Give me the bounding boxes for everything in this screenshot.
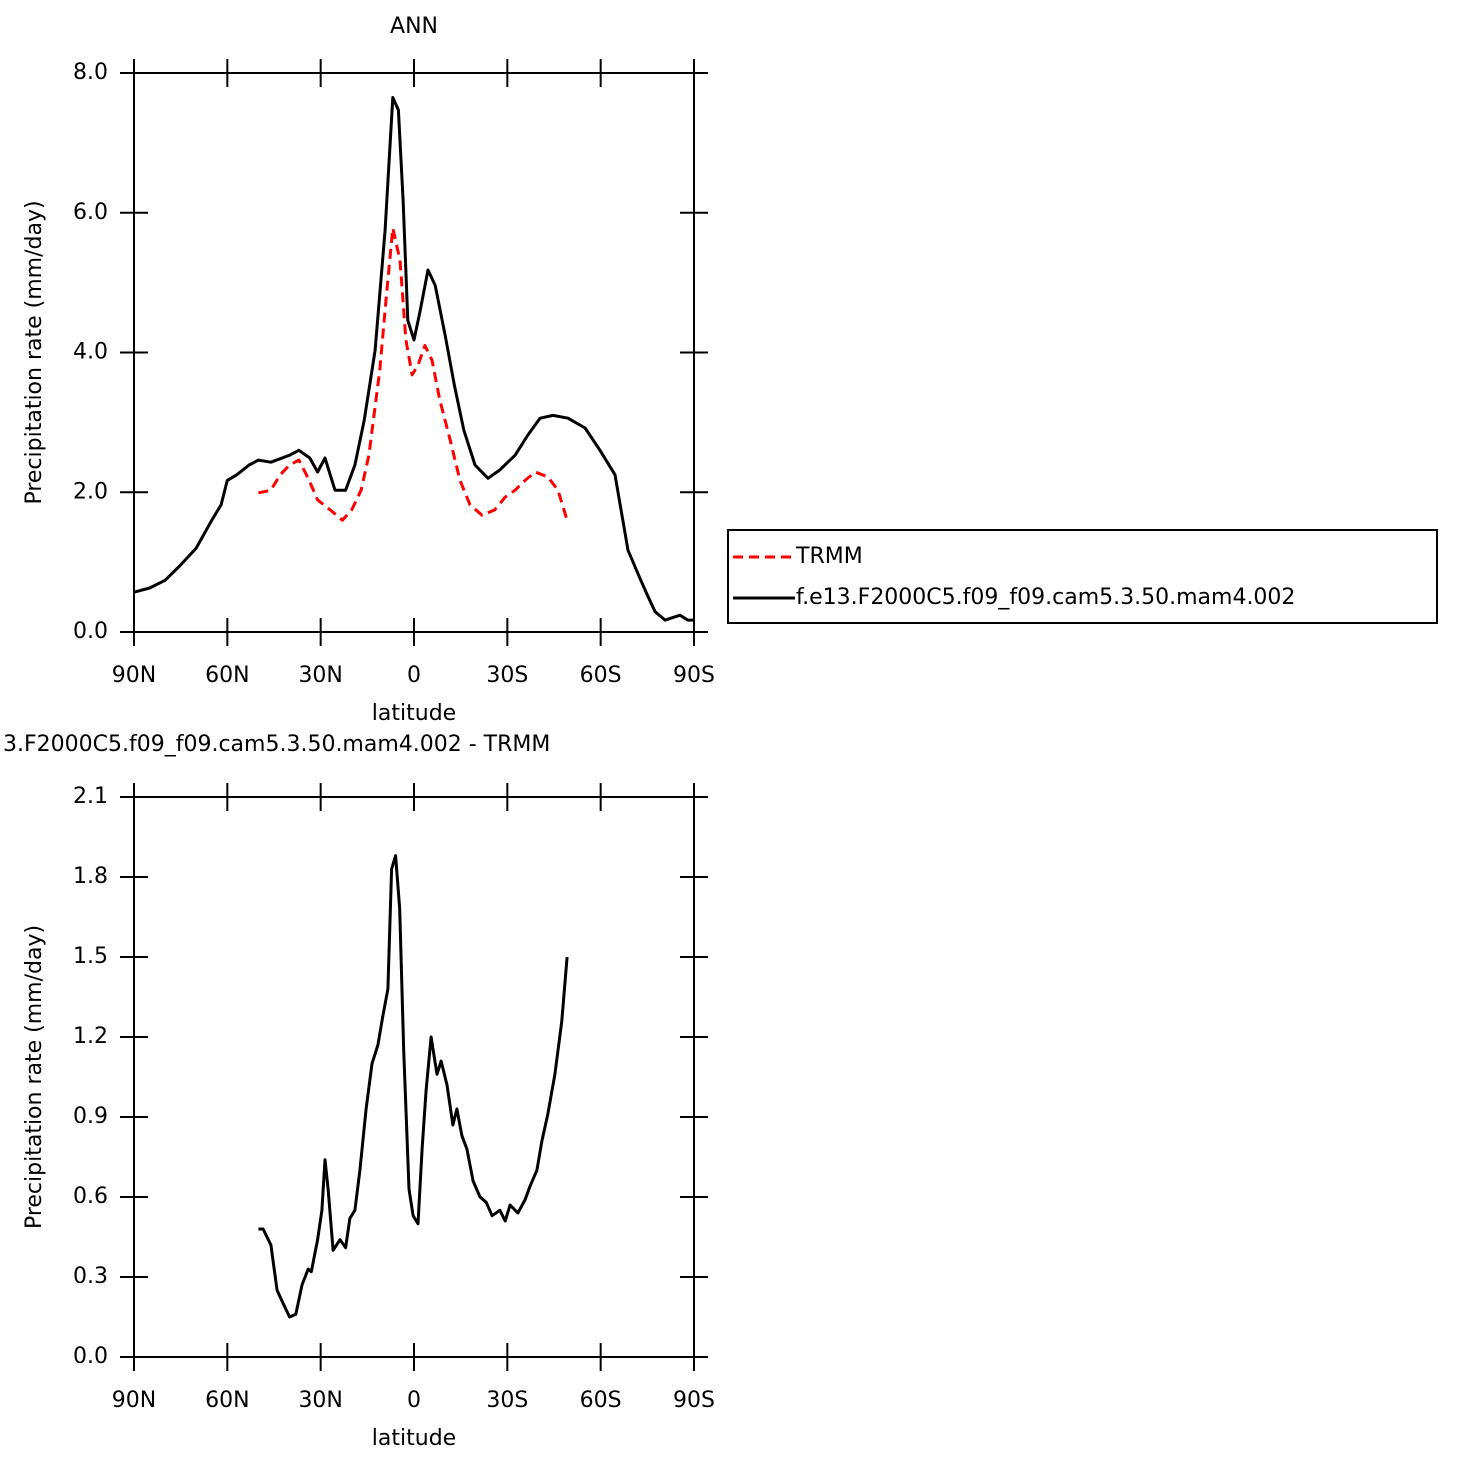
- data-line: [258, 226, 569, 522]
- y-tick-label: 0.0: [73, 1344, 108, 1369]
- y-tick-label: 6.0: [73, 200, 108, 225]
- plot-frame: [133, 796, 695, 1358]
- chart-title: ANN: [390, 14, 438, 39]
- y-tick-label: 1.5: [73, 944, 108, 969]
- y-tick-label: 0.3: [73, 1264, 108, 1289]
- y-tick-label: 0.6: [73, 1184, 108, 1209]
- x-axis-label: latitude: [372, 1426, 456, 1451]
- x-tick-label: 90S: [673, 1388, 715, 1413]
- x-axis-label: latitude: [372, 701, 456, 726]
- chart-title: 3.F2000C5.f09_f09.cam5.3.50.mam4.002 - T…: [3, 732, 550, 757]
- y-tick-label: 0.9: [73, 1104, 108, 1129]
- plot-frame: [133, 72, 695, 633]
- x-tick-label: 30N: [298, 1388, 342, 1413]
- x-tick-label: 30N: [298, 663, 342, 688]
- x-tick-label: 30S: [486, 1388, 528, 1413]
- y-tick-label: 4.0: [73, 340, 108, 365]
- legend-label: TRMM: [795, 544, 863, 569]
- data-line: [133, 96, 694, 622]
- x-tick-label: 60N: [205, 1388, 249, 1413]
- x-tick-label: 60N: [205, 663, 249, 688]
- x-tick-label: 0: [407, 1388, 421, 1413]
- y-tick-label: 8.0: [73, 60, 108, 85]
- x-tick-label: 90N: [112, 663, 156, 688]
- y-axis-label: Precipitation rate (mm/day): [22, 200, 47, 504]
- y-axis-label: Precipitation rate (mm/day): [22, 925, 47, 1229]
- y-tick-label: 1.2: [73, 1024, 108, 1049]
- y-tick-label: 0.0: [73, 619, 108, 644]
- x-tick-label: 60S: [580, 663, 622, 688]
- legend-box: [727, 529, 1438, 624]
- legend-label: f.e13.F2000C5.f09_f09.cam5.3.50.mam4.002: [796, 585, 1295, 610]
- x-tick-label: 30S: [486, 663, 528, 688]
- x-tick-label: 90N: [112, 1388, 156, 1413]
- y-tick-label: 2.0: [73, 479, 108, 504]
- x-tick-label: 90S: [673, 663, 715, 688]
- x-tick-label: 60S: [580, 1388, 622, 1413]
- data-line: [258, 854, 569, 1319]
- x-tick-label: 0: [407, 663, 421, 688]
- y-tick-label: 1.8: [73, 864, 108, 889]
- y-tick-label: 2.1: [73, 784, 108, 809]
